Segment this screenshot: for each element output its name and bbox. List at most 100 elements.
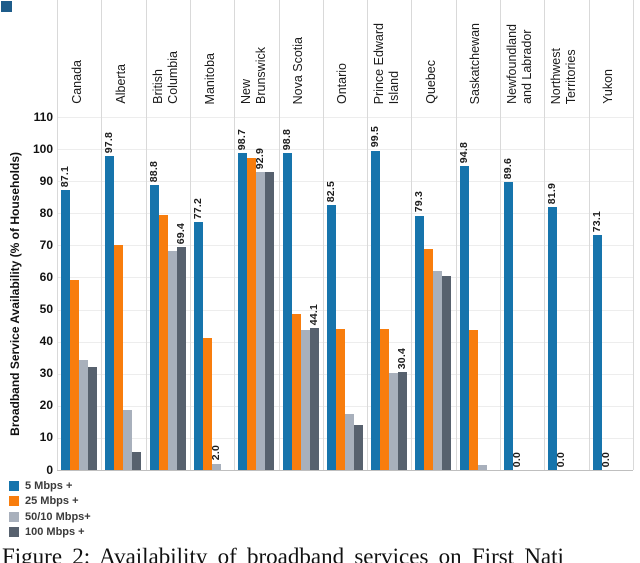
bar-data-label: 0.0 bbox=[599, 451, 612, 467]
category-divider bbox=[632, 0, 634, 470]
y-axis-tick-label: 20 bbox=[39, 398, 53, 413]
legend-label: 50/10 Mbps+ bbox=[25, 510, 91, 523]
y-axis-tick-label: 70 bbox=[39, 237, 53, 252]
y-axis-title-box: Broadband Service Availability (% of Hou… bbox=[4, 117, 26, 470]
y-axis-tick-label: 30 bbox=[39, 366, 53, 381]
category-label: Northwest Territories bbox=[549, 47, 579, 104]
category-label-box: Newfoundland and Labrador bbox=[500, 0, 544, 104]
bar-5Mbps+-11 bbox=[548, 207, 558, 470]
category-label-box: New Brunswick bbox=[234, 0, 278, 104]
bar-100Mbps+-5 bbox=[309, 328, 319, 470]
legend-swatch-icon bbox=[9, 496, 19, 507]
y-axis-tick-label: 60 bbox=[39, 269, 53, 284]
category-label-box: Northwest Territories bbox=[544, 0, 588, 104]
category-divider bbox=[544, 0, 546, 470]
bar-25Mbps+-6 bbox=[335, 328, 345, 470]
category-label: Newfoundland and Labrador bbox=[505, 24, 535, 104]
category-label: New Brunswick bbox=[239, 47, 269, 104]
bar-25Mbps+-9 bbox=[468, 330, 478, 470]
category-label-box: Nova Scotia bbox=[279, 0, 323, 104]
bar-data-label: 0.0 bbox=[511, 451, 523, 467]
category-label-box: Saskatchewan bbox=[456, 0, 500, 104]
category-divider bbox=[145, 0, 147, 470]
bar-50/10Mbps+-9 bbox=[477, 465, 487, 470]
legend-swatch-icon bbox=[9, 480, 19, 491]
gridline bbox=[57, 117, 633, 118]
y-axis-title: Broadband Service Availability (% of Hou… bbox=[8, 151, 22, 436]
category-divider bbox=[411, 0, 413, 470]
bar-50/10Mbps+-7 bbox=[389, 373, 399, 470]
category-divider bbox=[367, 0, 369, 470]
bar-data-label: 98.8 bbox=[280, 128, 293, 150]
category-divider bbox=[500, 0, 501, 470]
bar-data-label: 73.1 bbox=[590, 211, 603, 233]
bar-5Mbps+-2 bbox=[149, 185, 159, 470]
gridline bbox=[57, 341, 633, 343]
bar-data-label: 30.4 bbox=[396, 348, 409, 370]
bar-25Mbps+-8 bbox=[424, 249, 434, 470]
category-divider bbox=[322, 0, 324, 470]
bar-data-label: 92.9 bbox=[254, 147, 267, 169]
category-label-box: British Columbia bbox=[146, 0, 190, 104]
gridline bbox=[57, 309, 633, 311]
category-label-box: Quebec bbox=[411, 0, 455, 104]
bar-50/10Mbps+-0 bbox=[79, 360, 88, 470]
y-axis-tick-label: 90 bbox=[39, 173, 53, 188]
category-label-box: Ontario bbox=[323, 0, 367, 104]
bar-100Mbps+-7 bbox=[398, 372, 408, 470]
category-divider bbox=[455, 0, 457, 470]
y-axis-tick-label: 40 bbox=[39, 334, 53, 349]
bar-data-label: 87.1 bbox=[59, 166, 71, 188]
bar-50/10Mbps+-5 bbox=[300, 330, 310, 470]
bar-5Mbps+-5 bbox=[282, 152, 292, 470]
bar-data-label: 0.0 bbox=[555, 451, 568, 467]
legend-item: 100 Mbps + bbox=[9, 525, 91, 541]
category-label: Saskatchewan bbox=[468, 22, 483, 104]
bar-100Mbps+-1 bbox=[132, 452, 142, 470]
category-label: British Columbia bbox=[150, 51, 180, 104]
category-divider bbox=[588, 0, 590, 470]
y-axis-tick-label: 100 bbox=[32, 141, 53, 156]
bar-25Mbps+-2 bbox=[158, 214, 168, 470]
gridline bbox=[57, 277, 633, 279]
bar-5Mbps+-0 bbox=[61, 190, 70, 470]
category-divider bbox=[57, 0, 58, 470]
gridline bbox=[57, 245, 633, 247]
legend-label: 100 Mbps + bbox=[25, 526, 85, 539]
bar-25Mbps+-4 bbox=[247, 157, 257, 470]
bar-data-label: 98.7 bbox=[236, 129, 249, 151]
bar-25Mbps+-1 bbox=[114, 245, 124, 470]
category-label-box: Canada bbox=[57, 0, 101, 104]
bar-data-label: 77.2 bbox=[191, 198, 204, 220]
bar-data-label: 99.5 bbox=[369, 126, 382, 148]
top-left-square-marker bbox=[1, 1, 12, 12]
bar-50/10Mbps+-6 bbox=[344, 413, 354, 470]
bar-data-label: 44.1 bbox=[307, 304, 320, 326]
bar-5Mbps+-9 bbox=[459, 165, 469, 470]
bar-data-label: 69.4 bbox=[174, 223, 187, 245]
y-axis-tick-label: 10 bbox=[39, 430, 53, 445]
category-divider bbox=[234, 0, 236, 470]
legend-swatch-icon bbox=[9, 511, 19, 522]
bar-50/10Mbps+-8 bbox=[433, 271, 443, 470]
legend: 5 Mbps + 25 Mbps + 50/10 Mbps+ 100 Mbps + bbox=[9, 478, 91, 540]
bar-data-label: 97.8 bbox=[103, 131, 116, 154]
bar-100Mbps+-6 bbox=[353, 425, 363, 470]
bar-5Mbps+-12 bbox=[592, 235, 602, 470]
category-label: Canada bbox=[69, 60, 84, 104]
bar-5Mbps+-6 bbox=[326, 205, 336, 470]
gridline bbox=[57, 213, 633, 215]
bar-25Mbps+-0 bbox=[70, 279, 79, 470]
y-axis-tick-label: 0 bbox=[46, 462, 53, 477]
bar-data-label: 82.5 bbox=[324, 181, 337, 203]
bar-5Mbps+-1 bbox=[105, 156, 115, 470]
bar-25Mbps+-5 bbox=[291, 314, 301, 470]
bar-25Mbps+-7 bbox=[380, 328, 390, 470]
bar-data-label: 2.0 bbox=[209, 445, 222, 461]
gridline bbox=[57, 181, 633, 183]
bar-5Mbps+-4 bbox=[238, 153, 248, 470]
legend-item: 5 Mbps + bbox=[9, 478, 91, 494]
bar-50/10Mbps+-4 bbox=[256, 171, 266, 470]
legend-label: 25 Mbps + bbox=[25, 495, 79, 508]
